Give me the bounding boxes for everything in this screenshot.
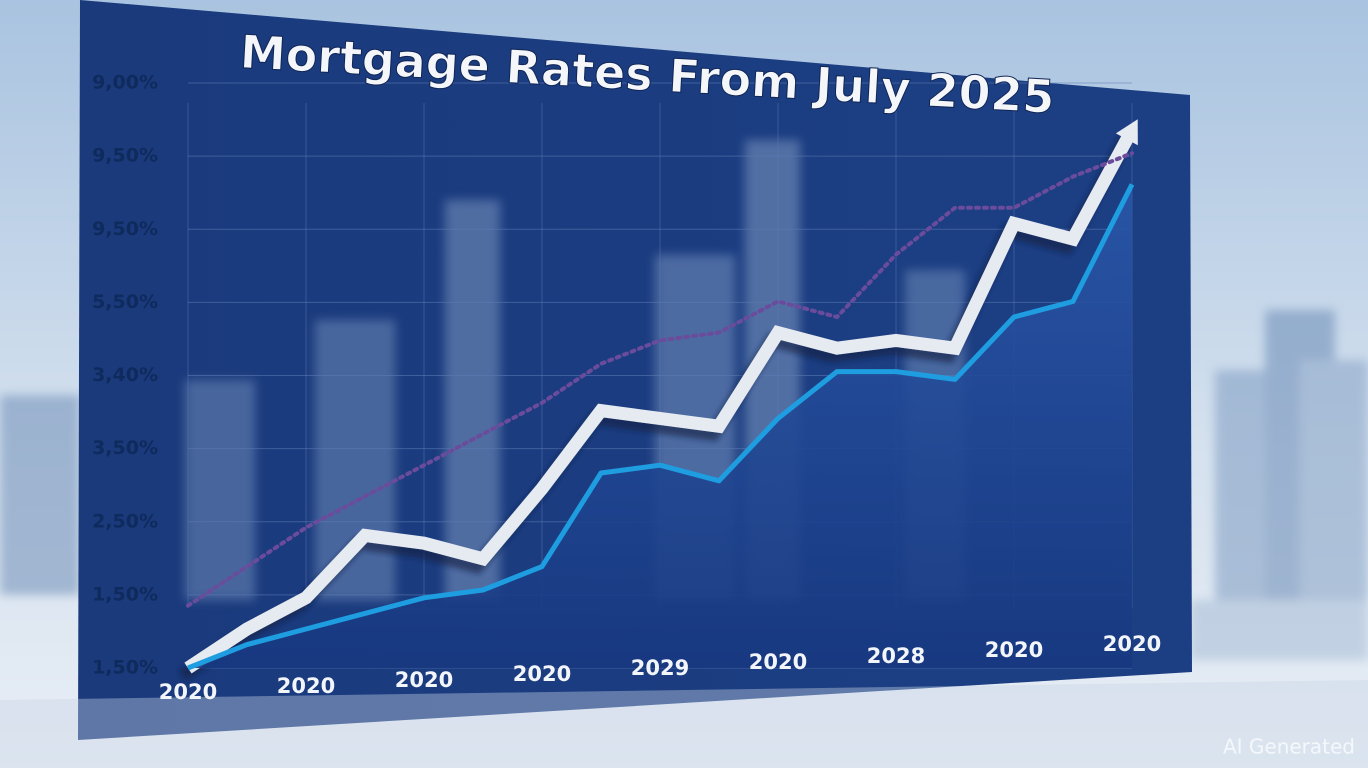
x-tick-label: 2020 <box>985 638 1043 662</box>
line <box>186 151 1134 608</box>
y-tick-label: 9,50% <box>92 145 158 167</box>
x-tick-label: 2020 <box>513 662 571 686</box>
x-tick-label: 2020 <box>1103 632 1161 656</box>
y-tick-label: 5,50% <box>92 291 158 313</box>
y-tick-label: 2,50% <box>92 510 158 532</box>
y-tick-label: 3,40% <box>92 364 158 386</box>
y-tick-label: 9,00% <box>92 72 158 94</box>
area <box>188 184 1132 668</box>
x-tick-label: 2020 <box>749 650 807 674</box>
y-tick-label: 1,50% <box>92 657 158 679</box>
y-tick-label: 9,50% <box>92 218 158 240</box>
city-skyline <box>0 310 1368 660</box>
arrow-head <box>1115 119 1138 146</box>
x-tick-label: 2029 <box>631 656 689 680</box>
x-tick-label: 2028 <box>867 644 925 668</box>
y-tick-label: 3,50% <box>92 437 158 459</box>
plot <box>184 82 1138 674</box>
x-tick-label: 2020 <box>159 680 217 704</box>
y-tick-label: 1,50% <box>92 583 158 605</box>
x-tick-label: 2020 <box>277 674 335 698</box>
watermark: AI Generated <box>1223 735 1355 759</box>
line <box>184 126 1138 674</box>
line <box>187 183 1135 671</box>
floor-reflection <box>0 680 1368 768</box>
x-tick-label: 2020 <box>395 668 453 692</box>
